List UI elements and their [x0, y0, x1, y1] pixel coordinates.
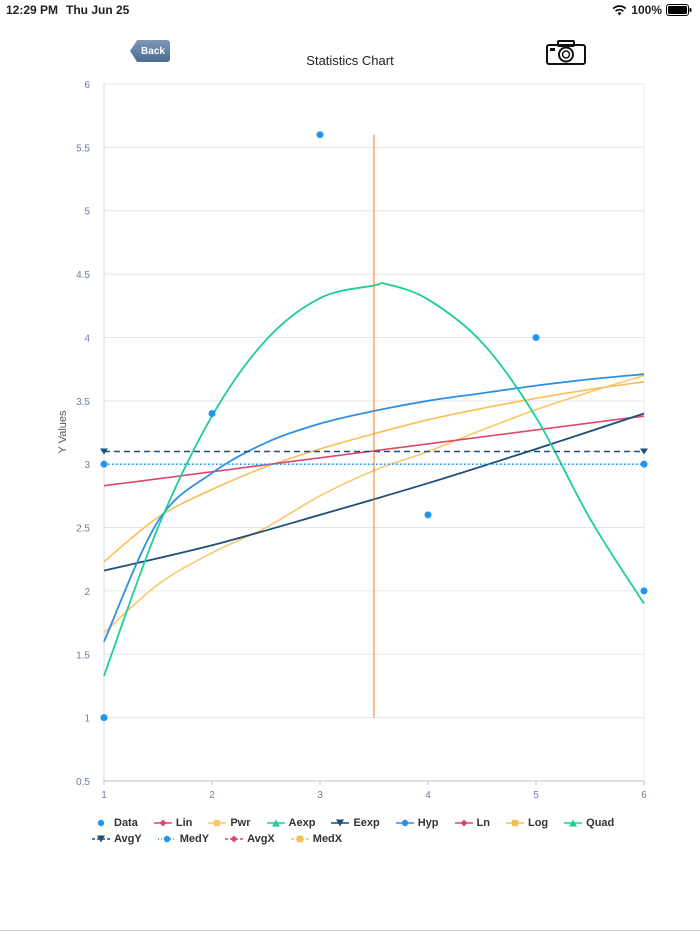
legend-label: Ln: [476, 816, 490, 829]
axis-ticks: 0.5 1 1.5 2 2.5 3 3.5 4 4.5 5 5.5 6 1 2 3 4 5 6: [76, 80, 647, 801]
legend-item-medy[interactable]: MedY: [157, 832, 210, 845]
series-avgy-marker: [100, 448, 108, 455]
wifi-icon: [612, 4, 627, 15]
legend-item-data[interactable]: Data: [92, 816, 138, 829]
y-tick-label: 3.5: [76, 397, 90, 408]
legend-label: MedX: [312, 832, 343, 845]
legend-label: Eexp: [353, 816, 380, 829]
legend-label: Data: [114, 816, 138, 829]
legend-item-quad[interactable]: Quad: [564, 816, 614, 829]
legend-marker-icon: [266, 818, 285, 828]
y-tick-label: 4.5: [76, 270, 90, 281]
legend-item-log[interactable]: Log: [505, 816, 549, 829]
data-point: [532, 333, 540, 341]
series-avgy-marker: [640, 448, 648, 455]
legend-label: Lin: [175, 816, 193, 829]
data-point: [424, 511, 432, 519]
legend-marker-icon: [290, 834, 309, 844]
y-axis-label: Y Values: [57, 410, 69, 454]
legend-item-ln[interactable]: Ln: [454, 816, 490, 829]
legend-marker-icon: [505, 818, 524, 828]
y-tick-label: 3: [84, 460, 90, 471]
series-hyp-line: [103, 373, 645, 642]
x-tick-label: 6: [641, 790, 647, 801]
legend-label: AvgX: [247, 832, 275, 845]
data-point: [208, 409, 216, 417]
y-tick-label: 5.5: [76, 143, 90, 154]
legend-item-hyp[interactable]: Hyp: [395, 816, 439, 829]
camera-button[interactable]: [546, 40, 588, 66]
legend-label: Quad: [586, 816, 615, 829]
data-point: [100, 460, 108, 468]
legend-marker-icon: [395, 818, 414, 828]
x-tick-label: 2: [209, 790, 215, 801]
legend-label: Hyp: [417, 816, 439, 829]
legend-marker-icon: [157, 834, 176, 844]
legend-item-aexp[interactable]: Aexp: [266, 816, 316, 829]
y-tick-label: 2.5: [76, 524, 90, 535]
legend-item-lin[interactable]: Lin: [153, 816, 193, 829]
legend-marker-icon: [454, 818, 473, 828]
series: [100, 131, 648, 722]
legend-item-avgy[interactable]: AvgY: [92, 832, 142, 845]
legend: Data Lin Pwr Aexp Eexp Hyp Ln Log Quad AvgY MedY Av…: [92, 816, 672, 845]
legend-item-avgx[interactable]: AvgX: [225, 832, 275, 845]
legend-marker-icon: [225, 834, 244, 844]
y-tick-label: 0.5: [76, 777, 90, 788]
data-point: [100, 714, 108, 722]
legend-label: AvgY: [114, 832, 142, 845]
data-point: [316, 131, 324, 139]
x-tick-label: 5: [533, 790, 539, 801]
legend-marker-icon: [208, 818, 227, 828]
data-point: [640, 460, 648, 468]
legend-marker-icon: [331, 818, 350, 828]
y-tick-label: 2: [84, 587, 90, 598]
y-tick-label: 1.5: [76, 650, 90, 661]
legend-item-pwr[interactable]: Pwr: [208, 816, 251, 829]
battery-percent: 100%: [631, 3, 662, 17]
back-button[interactable]: Back: [130, 40, 170, 62]
y-tick-label: 6: [84, 80, 90, 91]
status-date: Thu Jun 25: [66, 3, 130, 17]
x-tick-label: 1: [101, 790, 107, 801]
legend-label: Pwr: [230, 816, 251, 829]
legend-label: Log: [527, 816, 549, 829]
status-right: 100%: [612, 3, 692, 17]
x-tick-label: 4: [425, 790, 431, 801]
status-bar: 12:29 PM Thu Jun 25 100%: [0, 0, 700, 20]
x-tick-label: 3: [317, 790, 323, 801]
status-time: 12:29 PM: [6, 3, 59, 17]
battery-icon: [666, 4, 692, 16]
y-tick-label: 4: [84, 333, 90, 344]
chart: Statistics Chart Y Values 0.5 1 1.5 2 2.5 3 3.…: [57, 53, 648, 801]
legend-item-eexp[interactable]: Eexp: [331, 816, 380, 829]
legend-label: MedY: [179, 832, 210, 845]
data-point: [640, 587, 648, 595]
bottom-divider: [0, 930, 700, 931]
chart-title: Statistics Chart: [306, 53, 394, 68]
legend-item-medx[interactable]: MedX: [290, 832, 343, 845]
y-tick-label: 5: [84, 207, 90, 218]
y-tick-label: 1: [84, 714, 90, 725]
camera-icon: [546, 40, 586, 65]
legend-marker-icon: [92, 818, 110, 828]
legend-marker-icon: [564, 818, 583, 828]
legend-marker-icon: [92, 834, 110, 844]
legend-marker-icon: [153, 818, 172, 828]
series-aexp-line: [103, 282, 645, 677]
legend-label: Aexp: [288, 816, 316, 829]
